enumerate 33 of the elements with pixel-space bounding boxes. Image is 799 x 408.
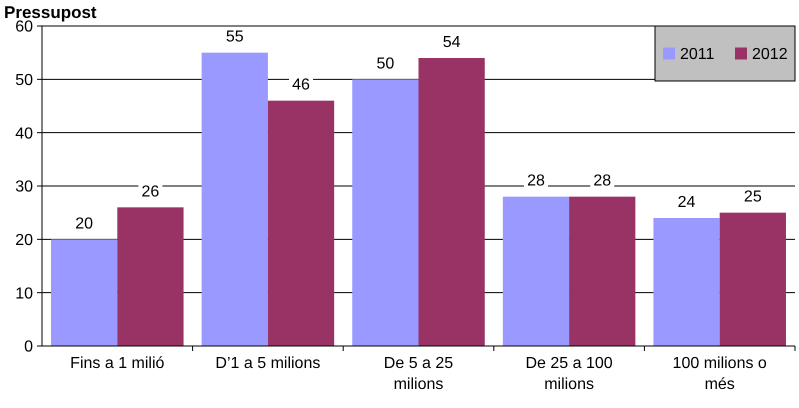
data-label: 28 — [527, 172, 545, 190]
data-label: 46 — [292, 76, 310, 94]
data-label: 20 — [75, 215, 94, 232]
x-tick-label: Fins a 1 milió — [70, 355, 165, 372]
data-label: 26 — [142, 183, 160, 200]
data-label: 55 — [226, 28, 244, 46]
bar — [653, 218, 720, 346]
y-tick-label: 0 — [24, 338, 34, 356]
y-tick-label: 30 — [15, 178, 34, 196]
data-label: 50 — [376, 55, 394, 72]
legend-label: 2011 — [680, 46, 715, 64]
bar — [268, 100, 334, 346]
y-tick-label: 10 — [15, 285, 34, 302]
x-tick-label: D’1 a 5 milions — [215, 355, 320, 372]
y-tick-label: 50 — [15, 72, 34, 89]
y-tick-label: 20 — [15, 232, 34, 249]
x-tick-label: 100 milions o més — [672, 355, 767, 393]
data-label: 28 — [593, 172, 612, 190]
bar — [202, 52, 268, 346]
x-tick-label: De 5 a 25 milions — [384, 355, 454, 393]
bar — [117, 207, 184, 346]
legend-label: 2012 — [752, 46, 788, 64]
bar — [51, 239, 118, 346]
x-tick-label: De 25 a 100 milions — [526, 355, 613, 393]
bar — [352, 79, 418, 346]
data-label: 24 — [678, 194, 696, 211]
bar — [720, 212, 786, 346]
data-label: 25 — [744, 188, 762, 206]
data-label: 54 — [442, 34, 461, 51]
bar — [418, 58, 485, 346]
y-tick-label: 40 — [15, 125, 34, 142]
bar — [502, 196, 570, 346]
bar — [569, 196, 636, 346]
